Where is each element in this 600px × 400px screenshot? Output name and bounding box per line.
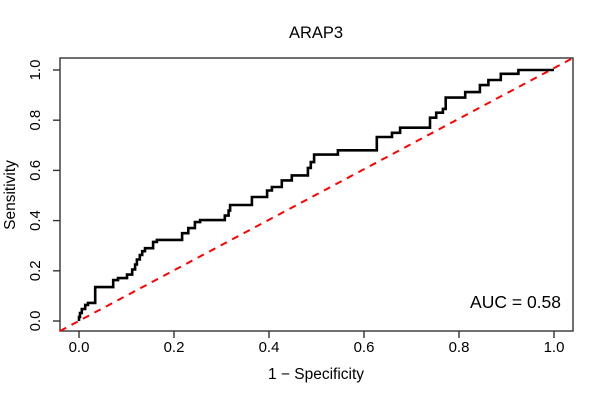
plot-title: ARAP3 xyxy=(289,24,343,42)
x-tick-label: 1.0 xyxy=(544,339,565,356)
y-tick-label: 0.4 xyxy=(27,210,44,231)
plot-frame xyxy=(59,57,574,332)
y-tick-label: 0.2 xyxy=(27,260,44,281)
x-tick-label: 0.4 xyxy=(259,339,280,356)
x-tick-label: 0.6 xyxy=(354,339,375,356)
x-tick-label: 0.8 xyxy=(449,339,470,356)
x-tick-label: 0.0 xyxy=(69,339,90,356)
y-tick-label: 0.0 xyxy=(27,311,44,332)
y-tick-label: 0.8 xyxy=(27,110,44,131)
roc-curve xyxy=(77,68,554,321)
x-axis-label: 1 − Specificity xyxy=(268,366,364,383)
chance-diagonal-line xyxy=(59,57,574,332)
x-tick-label: 0.2 xyxy=(164,339,185,356)
auc-annotation: AUC = 0.58 xyxy=(470,292,561,312)
y-tick-label: 1.0 xyxy=(27,60,44,81)
y-tick-label: 0.6 xyxy=(27,160,44,181)
y-axis-label: Sensitivity xyxy=(2,160,19,230)
plot-generated-layer: 0.0 0.2 0.4 0.6 0.8 1.0 0.0 0.2 0.4 0.6 0.8 1.0 xyxy=(27,57,574,356)
